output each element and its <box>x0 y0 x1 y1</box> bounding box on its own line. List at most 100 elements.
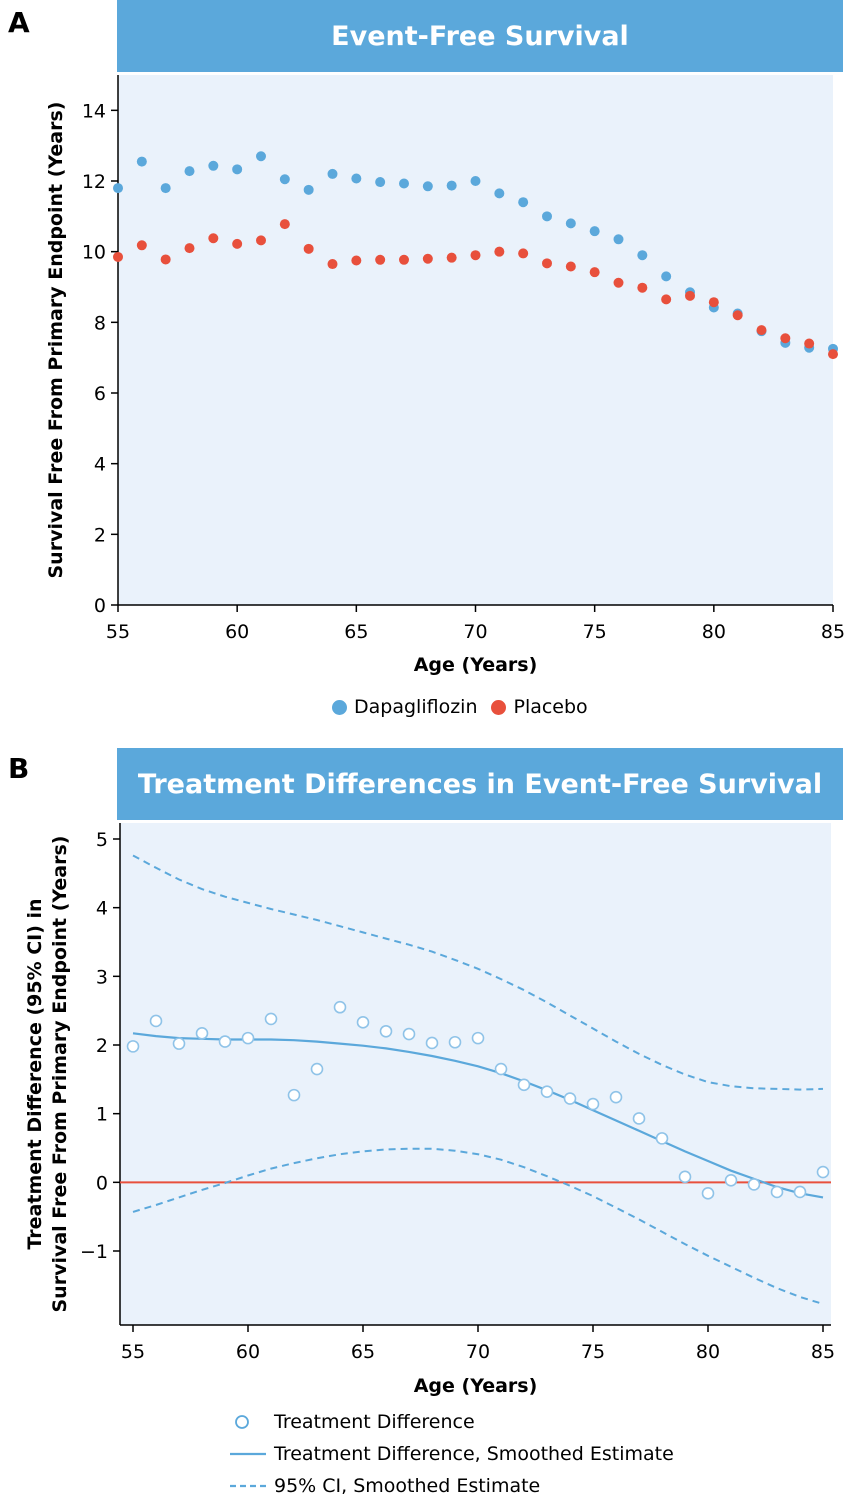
x-tick-label: 80 <box>696 1341 720 1363</box>
placebo-point <box>399 254 409 265</box>
dapagliflozin-point <box>565 218 576 229</box>
y-tick-label: 14 <box>82 100 106 122</box>
placebo-point <box>375 254 386 265</box>
placebo-point <box>232 238 243 249</box>
dapagliflozin-point <box>351 173 362 184</box>
placebo-point <box>256 235 266 246</box>
legend-treatment-difference: Treatment Difference <box>274 1411 475 1433</box>
dapagliflozin-point <box>494 188 505 199</box>
treatment-difference-point <box>471 1031 485 1045</box>
placebo-point <box>518 248 529 259</box>
legend-row-treatment-difference: Treatment Difference <box>230 1406 674 1438</box>
panel-b-title-banner: Treatment Differences in Event-Free Surv… <box>117 748 843 820</box>
legend-smoothed-estimate: Treatment Difference, Smoothed Estimate <box>274 1443 674 1465</box>
placebo-point <box>708 297 719 308</box>
x-tick-label: 75 <box>581 1341 605 1363</box>
dapagliflozin-legend-label: Dapagliflozin <box>354 696 478 718</box>
treatment-difference-point <box>402 1027 416 1041</box>
placebo-point <box>136 240 147 251</box>
y-tick-label: 2 <box>96 1035 108 1057</box>
legend-ci: 95% CI, Smoothed Estimate <box>274 1475 541 1497</box>
treatment-difference-point <box>655 1132 669 1145</box>
x-tick-label: 70 <box>463 621 487 643</box>
y-tick-label: 4 <box>96 898 108 920</box>
dapagliflozin-point <box>208 160 219 171</box>
y-tick-label: 12 <box>82 171 106 193</box>
dapagliflozin-point <box>232 164 243 175</box>
x-tick-label: 75 <box>583 621 607 643</box>
placebo-point <box>279 219 290 230</box>
legend-row-smoothed-estimate: Treatment Difference, Smoothed Estimate <box>230 1438 674 1470</box>
y-tick-label: 0 <box>96 1172 108 1194</box>
placebo-point <box>661 294 672 305</box>
x-tick-label: 85 <box>811 1341 835 1363</box>
dapagliflozin-point <box>327 168 338 179</box>
placebo-legend-label: Placebo <box>513 696 588 718</box>
treatment-difference-point <box>379 1024 393 1038</box>
dapagliflozin-point <box>661 271 672 282</box>
x-axis-label: Age (Years) <box>414 654 538 676</box>
treatment-difference-point <box>517 1078 531 1092</box>
placebo-point <box>160 254 171 265</box>
treatment-difference-point <box>678 1170 692 1184</box>
treatment-difference-point <box>609 1090 623 1104</box>
x-tick-label: 70 <box>466 1341 490 1363</box>
ci-upper-line <box>132 854 824 1091</box>
treatment-difference-point <box>264 1012 278 1026</box>
panel-b-letter: B <box>8 752 30 785</box>
x-tick-label: 65 <box>351 1341 375 1363</box>
treatment-difference-point <box>632 1112 646 1125</box>
dapagliflozin-point <box>113 183 123 194</box>
treatment-difference-point <box>563 1092 577 1105</box>
placebo-point <box>637 282 648 293</box>
x-tick-label: 60 <box>236 1341 260 1363</box>
treatment-difference-point <box>172 1037 186 1050</box>
x-axis-label: Age (Years) <box>414 1375 538 1397</box>
y-tick-label: 6 <box>94 383 106 405</box>
treatment-difference-point <box>586 1097 600 1111</box>
dapagliflozin-legend-marker <box>332 699 347 715</box>
y-tick-label: 5 <box>96 829 108 851</box>
y-tick-label: 2 <box>94 524 106 546</box>
placebo-point <box>804 338 815 349</box>
y-tick-label: 10 <box>82 242 106 264</box>
placebo-point <box>756 325 767 336</box>
panel-b-legend: Treatment Difference Treatment Differenc… <box>230 1406 674 1502</box>
treatment-difference-point <box>724 1173 738 1187</box>
treatment-difference-point <box>747 1178 761 1191</box>
treatment-difference-point <box>241 1031 255 1045</box>
ci-lower-line <box>132 1147 824 1305</box>
placebo-point <box>446 252 457 263</box>
placebo-point <box>494 246 505 257</box>
treatment-difference-point <box>425 1036 439 1050</box>
panel-a-title: Event-Free Survival <box>331 20 629 52</box>
placebo-point <box>685 290 695 301</box>
placebo-point <box>828 349 838 360</box>
treatment-difference-point <box>770 1185 784 1199</box>
plot-area <box>120 823 831 1325</box>
placebo-point <box>422 253 433 264</box>
placebo-legend-marker <box>491 699 507 715</box>
placebo-point <box>184 243 195 254</box>
panel-b-title: Treatment Differences in Event-Free Surv… <box>137 768 823 800</box>
dapagliflozin-point <box>160 183 171 194</box>
panel-a-legend: Dapagliflozin Placebo <box>332 696 588 718</box>
x-tick-label: 55 <box>121 1341 145 1363</box>
placebo-point <box>732 310 743 321</box>
x-tick-label: 55 <box>106 621 130 643</box>
open-circle-legend-icon <box>235 1415 249 1429</box>
placebo-point <box>565 261 576 272</box>
placebo-point <box>351 255 362 266</box>
y-tick-label: −1 <box>80 1241 108 1263</box>
x-tick-label: 85 <box>821 621 845 643</box>
y-tick-label: 4 <box>94 454 106 476</box>
y-axis-label: Survival Free From Primary Endpoint (Yea… <box>45 102 67 579</box>
dapagliflozin-point <box>136 156 147 167</box>
dapagliflozin-point <box>637 250 648 261</box>
y-tick-label: 0 <box>94 595 106 617</box>
dapagliflozin-point <box>542 211 552 222</box>
treatment-difference-point <box>816 1165 830 1179</box>
event-free-survival-chart: 0 2 4 6 8 10 12 14 55 60 65 70 75 80 85 Age (Years) Surv… <box>45 75 845 676</box>
x-tick-label: 80 <box>702 621 726 643</box>
